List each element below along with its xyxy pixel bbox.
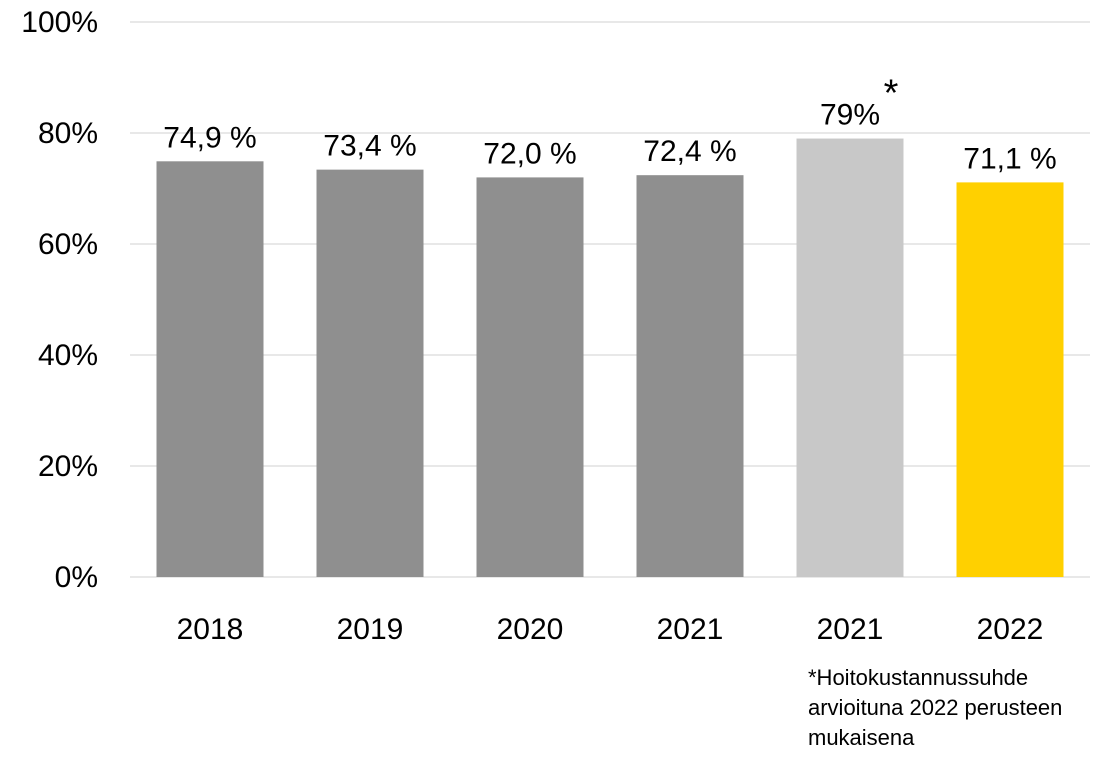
asterisk-annotation: *: [884, 73, 899, 115]
x-axis-ticks: 2018 2019 2020 2021 2021 2022: [177, 613, 1044, 646]
x-tick-label: 2018: [177, 613, 244, 646]
y-tick-label: 60%: [38, 228, 98, 261]
footnote-line-2: arvioituna 2022 perusteen: [808, 695, 1063, 720]
bar: [956, 182, 1064, 577]
data-label: 73,4 %: [323, 130, 416, 163]
data-label: 72,4 %: [643, 135, 736, 168]
data-label: 79%: [820, 99, 880, 132]
data-labels: 74,9 % 73,4 % 72,0 % 72,4 % 79% 71,1 % *: [163, 73, 1056, 176]
y-axis-ticks: 0% 20% 40% 60% 80% 100%: [21, 6, 98, 594]
data-label: 72,0 %: [483, 137, 576, 170]
footnote: *Hoitokustannussuhde arvioituna 2022 per…: [808, 663, 1062, 753]
x-tick-label: 2019: [337, 613, 404, 646]
bar: [156, 161, 264, 577]
bar: [636, 175, 744, 577]
x-tick-label: 2021: [817, 613, 884, 646]
data-label: 74,9 %: [163, 121, 256, 154]
x-tick-label: 2022: [977, 613, 1044, 646]
footnote-line-1: *Hoitokustannussuhde: [808, 665, 1029, 690]
x-tick-label: 2020: [497, 613, 564, 646]
data-label: 71,1 %: [963, 142, 1056, 175]
bar: [476, 177, 584, 577]
bar: [316, 169, 424, 577]
y-tick-label: 100%: [21, 6, 98, 39]
y-tick-label: 20%: [38, 450, 98, 483]
gridlines: [130, 21, 1090, 578]
x-tick-label: 2021: [657, 613, 724, 646]
bars: [156, 138, 1064, 578]
bar: [796, 138, 904, 578]
y-tick-label: 0%: [55, 561, 98, 594]
y-tick-label: 40%: [38, 339, 98, 372]
footnote-line-3: mukaisena: [808, 725, 915, 750]
y-tick-label: 80%: [38, 117, 98, 150]
